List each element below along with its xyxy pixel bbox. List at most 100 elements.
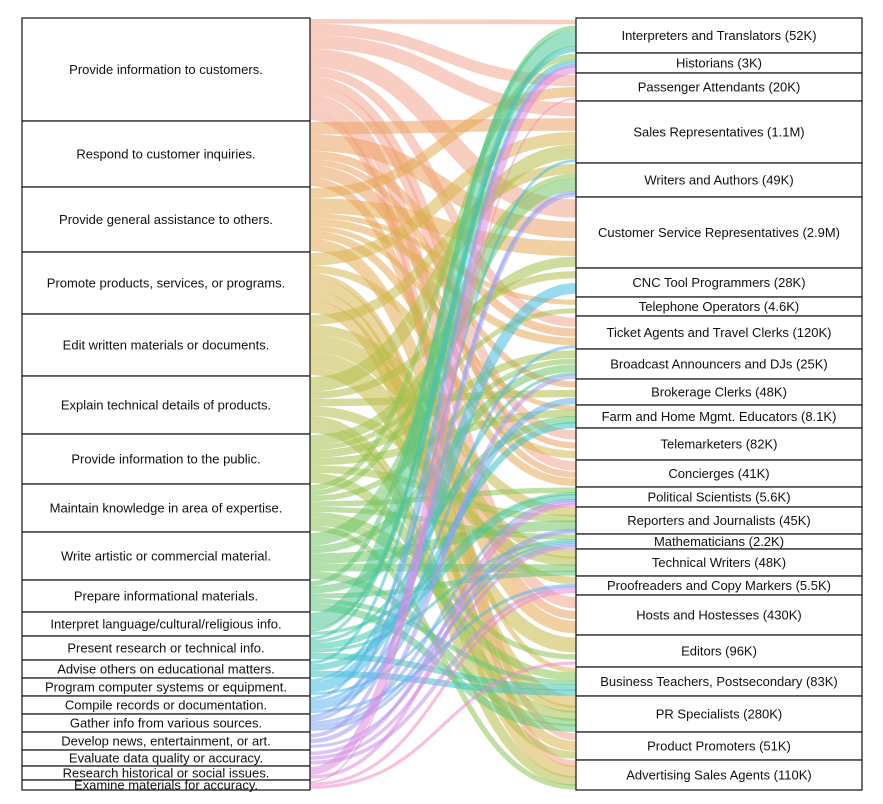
right-node-label: Telemarketers (82K)	[660, 436, 777, 451]
right-node-box	[575, 100, 863, 164]
flow-link	[309, 603, 577, 732]
right-node-box	[575, 548, 863, 577]
flow-links	[309, 19, 577, 790]
flow-link	[309, 661, 577, 789]
right-node: Telephone Operators (4.6K)	[575, 296, 863, 317]
left-node-box	[21, 611, 311, 637]
left-node-label: Prepare informational materials.	[74, 588, 258, 603]
right-nodes: Interpreters and Translators (52K) Histor…	[575, 17, 863, 791]
right-node-label: Historians (3K)	[676, 55, 762, 70]
flow-link	[309, 30, 577, 629]
flow-link	[309, 65, 577, 775]
right-node-label: Mathematicians (2.2K)	[654, 534, 784, 549]
flow-link	[309, 589, 577, 786]
right-node: PR Specialists (280K)	[575, 695, 863, 733]
flow-link	[309, 374, 577, 744]
right-node-label: Editors (96K)	[681, 643, 757, 658]
right-node: Hosts and Hostesses (430K)	[575, 594, 863, 636]
right-node: Broadcast Announcers and DJs (25K)	[575, 348, 863, 380]
right-node-label: PR Specialists (280K)	[656, 706, 782, 721]
right-node: Writers and Authors (49K)	[575, 162, 863, 198]
right-node: Telemarketers (82K)	[575, 427, 863, 461]
right-node-label: Interpreters and Translators (52K)	[621, 28, 816, 43]
left-node-label: Program computer systems or equipment.	[45, 679, 287, 694]
right-node: Brokerage Clerks (48K)	[575, 378, 863, 406]
left-node-label: Present research or technical info.	[67, 640, 264, 655]
left-node-label: Examine materials for accuracy.	[74, 777, 258, 792]
right-node-label: Telephone Operators (4.6K)	[639, 299, 799, 314]
flow-link	[309, 538, 577, 653]
right-node-label: CNC Tool Programmers (28K)	[632, 275, 805, 290]
left-node-box	[21, 635, 311, 661]
right-node: Advertising Sales Agents (110K)	[575, 759, 863, 791]
left-node: Maintain knowledge in area of expertise.	[21, 483, 311, 533]
right-node-box	[575, 731, 863, 761]
right-node-box	[575, 634, 863, 668]
right-node: Concierges (41K)	[575, 459, 863, 488]
left-node: Provide information to customers.	[21, 17, 311, 122]
right-node-box	[575, 695, 863, 733]
left-node-box	[21, 186, 311, 253]
left-node-label: Provide information to the public.	[71, 451, 260, 466]
left-node-label: Provide information to customers.	[69, 62, 263, 77]
right-node-box	[575, 17, 863, 54]
flow-link	[309, 498, 577, 725]
right-node-box	[575, 378, 863, 406]
right-node: Business Teachers, Postsecondary (83K)	[575, 666, 863, 697]
left-node-box	[21, 433, 311, 485]
left-node-box	[21, 375, 311, 435]
left-node-label: Interpret language/cultural/religious in…	[50, 616, 281, 631]
left-node-label: Gather info from various sources.	[70, 715, 262, 730]
flow-link	[309, 48, 577, 665]
right-node: Farm and Home Mgmt. Educators (8.1K)	[575, 404, 863, 429]
right-node-label: Passenger Attendants (20K)	[638, 79, 801, 94]
left-node-label: Develop news, entertainment, or art.	[61, 733, 271, 748]
right-node-box	[575, 459, 863, 488]
right-node-label: Ticket Agents and Travel Clerks (120K)	[607, 325, 832, 340]
left-node: Prepare informational materials.	[21, 579, 311, 613]
right-node: Ticket Agents and Travel Clerks (120K)	[575, 315, 863, 350]
right-node-label: Concierges (41K)	[668, 466, 769, 481]
right-node-label: Sales Representatives (1.1M)	[633, 124, 804, 139]
left-node-label: Write artistic or commercial material.	[61, 548, 271, 563]
left-node: Evaluate data quality or accuracy.	[21, 749, 311, 767]
left-node: Promote products, services, or programs.	[21, 251, 311, 315]
left-node: Present research or technical info.	[21, 635, 311, 661]
left-node: Explain technical details of products.	[21, 375, 311, 435]
flow-link	[309, 503, 577, 779]
left-node: Interpret language/cultural/religious in…	[21, 611, 311, 637]
right-node: Mathematicians (2.2K)	[575, 533, 863, 550]
left-node-box	[21, 17, 311, 122]
right-node: Reporters and Journalists (45K)	[575, 506, 863, 535]
right-node-label: Political Scientists (5.6K)	[647, 489, 790, 504]
flow-link	[309, 132, 577, 266]
left-node-box	[21, 779, 311, 791]
right-node: Passenger Attendants (20K)	[575, 72, 863, 102]
left-node: Provide general assistance to others.	[21, 186, 311, 253]
flow-link	[309, 19, 577, 25]
right-node: CNC Tool Programmers (28K)	[575, 267, 863, 298]
left-nodes: Provide information to customers. Respond…	[21, 17, 311, 792]
right-node: Customer Service Representatives (2.9M)	[575, 196, 863, 269]
flow-link	[309, 118, 577, 135]
right-node-box	[575, 666, 863, 697]
right-node-label: Hosts and Hostesses (430K)	[636, 607, 801, 622]
right-node: Product Promoters (51K)	[575, 731, 863, 761]
right-node-box	[575, 594, 863, 636]
left-node: Edit written materials or documents.	[21, 313, 311, 377]
flow-link	[309, 198, 577, 256]
right-node-box	[575, 759, 863, 791]
flow-link	[309, 493, 577, 650]
flow-link	[309, 97, 577, 783]
left-node: Program computer systems or equipment.	[21, 677, 311, 697]
right-node-label: Product Promoters (51K)	[647, 738, 791, 753]
right-node-box	[575, 427, 863, 461]
right-node-label: Farm and Home Mgmt. Educators (8.1K)	[602, 409, 837, 424]
left-node: Provide information to the public.	[21, 433, 311, 485]
right-node: Political Scientists (5.6K)	[575, 486, 863, 508]
flow-link	[309, 163, 577, 325]
right-node-label: Technical Writers (48K)	[652, 555, 786, 570]
left-node: Respond to customer inquiries.	[21, 120, 311, 188]
flow-link	[309, 583, 577, 713]
right-node-box	[575, 315, 863, 350]
